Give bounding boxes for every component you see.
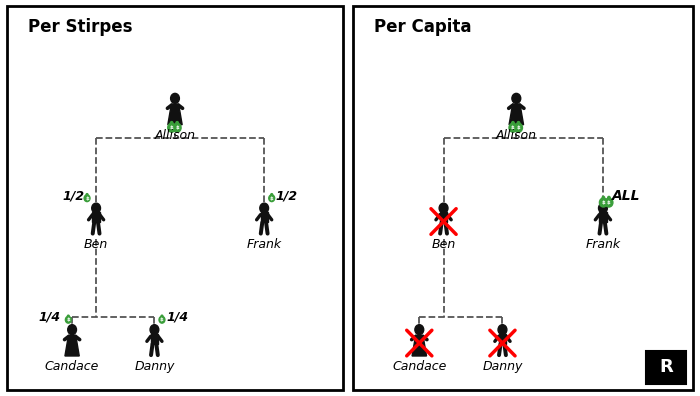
- Circle shape: [517, 122, 520, 124]
- Circle shape: [599, 198, 608, 207]
- Bar: [499, 333, 506, 344]
- Circle shape: [512, 93, 521, 103]
- Circle shape: [269, 195, 274, 202]
- Bar: [440, 212, 447, 223]
- Circle shape: [159, 316, 165, 323]
- Text: $: $: [175, 125, 179, 130]
- Circle shape: [150, 325, 159, 335]
- Circle shape: [512, 122, 514, 124]
- Text: Allison: Allison: [496, 129, 537, 141]
- Circle shape: [65, 316, 71, 323]
- Circle shape: [271, 194, 273, 196]
- Text: $: $: [517, 125, 520, 130]
- Text: R: R: [659, 358, 673, 376]
- Text: Candace: Candace: [45, 360, 99, 373]
- Circle shape: [161, 315, 163, 317]
- Bar: [646, 351, 686, 384]
- Text: $: $: [270, 196, 274, 201]
- Text: 1/4: 1/4: [38, 311, 60, 324]
- Text: Danny: Danny: [134, 360, 174, 373]
- Bar: [150, 333, 158, 344]
- Circle shape: [514, 123, 522, 132]
- Circle shape: [498, 325, 507, 335]
- Text: Per Capita: Per Capita: [374, 18, 472, 36]
- Text: Ben: Ben: [84, 238, 108, 251]
- Text: Ben: Ben: [431, 238, 456, 251]
- Text: 1/4: 1/4: [166, 311, 188, 324]
- Text: Allison: Allison: [155, 129, 195, 141]
- Text: $: $: [170, 125, 174, 130]
- Circle shape: [260, 203, 269, 213]
- Text: $: $: [160, 317, 164, 322]
- Text: $: $: [85, 196, 89, 201]
- Circle shape: [602, 196, 605, 199]
- Text: $: $: [601, 200, 606, 205]
- Text: $: $: [607, 200, 611, 205]
- Text: Danny: Danny: [482, 360, 523, 373]
- Text: Frank: Frank: [246, 238, 281, 251]
- Circle shape: [168, 123, 176, 132]
- Circle shape: [171, 93, 179, 103]
- Text: 1/2: 1/2: [276, 189, 298, 202]
- Circle shape: [176, 122, 178, 124]
- Polygon shape: [412, 335, 426, 356]
- Circle shape: [67, 315, 69, 317]
- Circle shape: [86, 194, 88, 196]
- Text: Frank: Frank: [585, 238, 620, 251]
- Bar: [260, 212, 268, 223]
- Circle shape: [68, 325, 76, 335]
- Circle shape: [84, 195, 90, 202]
- Circle shape: [415, 325, 424, 335]
- Circle shape: [173, 123, 181, 132]
- Bar: [599, 212, 607, 223]
- Text: $: $: [511, 125, 514, 130]
- Text: $: $: [66, 317, 70, 322]
- Circle shape: [439, 203, 448, 213]
- Circle shape: [608, 196, 610, 199]
- Circle shape: [92, 203, 101, 213]
- Text: Per Stirpes: Per Stirpes: [27, 18, 132, 36]
- Text: ALL: ALL: [612, 188, 640, 203]
- Polygon shape: [509, 104, 524, 125]
- Polygon shape: [65, 335, 79, 356]
- Polygon shape: [168, 104, 182, 125]
- Text: Candace: Candace: [392, 360, 447, 373]
- Bar: [92, 212, 99, 223]
- Circle shape: [170, 122, 173, 124]
- Circle shape: [605, 198, 613, 207]
- Text: 1/2: 1/2: [62, 189, 85, 202]
- Circle shape: [598, 203, 608, 213]
- Circle shape: [509, 123, 517, 132]
